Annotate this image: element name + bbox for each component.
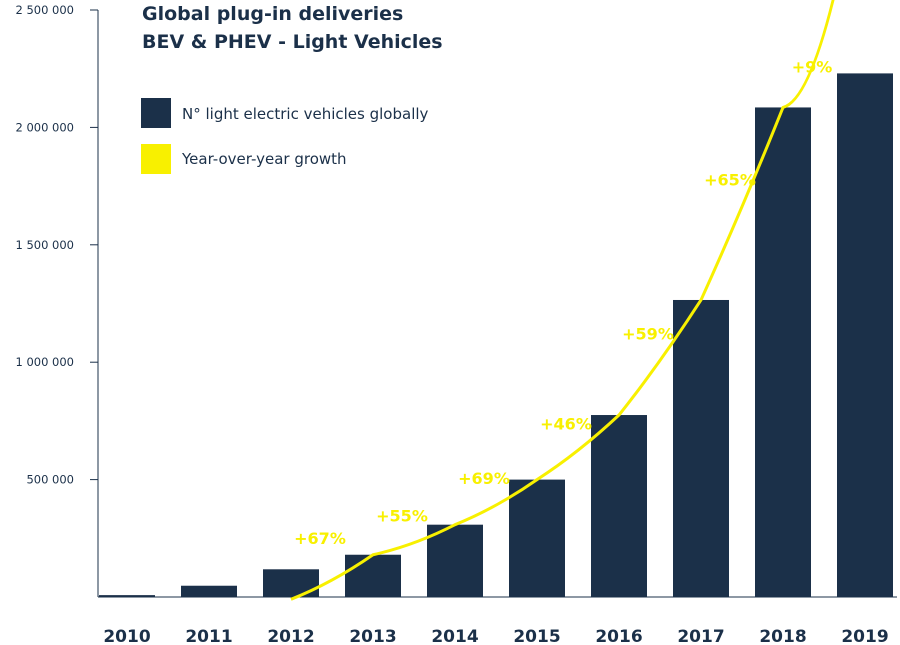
chart-subtitle: BEV & PHEV - Light Vehicles	[142, 31, 443, 53]
y-tick-label: 2 500 000	[15, 3, 74, 17]
legend: N° light electric vehicles globally Year…	[141, 98, 429, 174]
x-tick-label: 2010	[103, 627, 150, 645]
x-tick-label: 2014	[431, 627, 478, 645]
bar-2014	[427, 524, 483, 597]
chart-title: Global plug-in deliveries	[142, 3, 403, 25]
bars	[99, 73, 893, 597]
x-tick-label: 2019	[841, 627, 888, 645]
x-tick-label: 2011	[185, 627, 232, 645]
chart-title-block: Global plug-in deliveries BEV & PHEV - L…	[142, 3, 443, 53]
bar-2010	[99, 595, 155, 597]
growth-label: +67%	[294, 529, 346, 548]
x-tick-label: 2018	[759, 627, 806, 645]
y-tick-label: 500 000	[26, 473, 74, 487]
legend-label-growth: Year-over-year growth	[181, 150, 347, 168]
x-tick-label: 2016	[595, 627, 642, 645]
x-tick-label: 2013	[349, 627, 396, 645]
bar-2019	[837, 73, 893, 597]
growth-label: +46%	[540, 414, 592, 433]
x-tick-labels: 2010 2011 2012 2013 2014 2015 2016 2017 2018 2019	[103, 627, 888, 645]
x-tick-label: 2017	[677, 627, 724, 645]
bar-2011	[181, 585, 237, 597]
x-tick-label: 2012	[267, 627, 314, 645]
bar-2013	[345, 554, 401, 597]
growth-label: +9%	[792, 57, 833, 76]
growth-label: +69%	[458, 469, 510, 488]
growth-line	[290, 0, 835, 601]
y-tick-label: 2 000 000	[15, 120, 74, 134]
legend-label-vehicles: N° light electric vehicles globally	[182, 105, 429, 123]
bar-2012	[263, 569, 319, 597]
bar-2016	[591, 415, 647, 597]
legend-swatch-growth	[141, 144, 171, 174]
y-axis: 2 500 000 2 000 000 1 500 000 1 000 000 500 …	[15, 3, 99, 597]
x-tick-label: 2015	[513, 627, 560, 645]
growth-labels: +67% +55% +69% +46% +59% +65% +9%	[294, 57, 832, 548]
growth-label: +55%	[376, 507, 428, 526]
legend-swatch-vehicles	[141, 98, 171, 128]
bar-2015	[509, 479, 565, 597]
y-tick-label: 1 500 000	[15, 238, 74, 252]
y-tick-label: 1 000 000	[15, 355, 74, 369]
growth-label: +65%	[704, 171, 756, 190]
bar-2017	[673, 299, 729, 597]
bar-2018	[755, 107, 811, 597]
growth-label: +59%	[622, 325, 674, 344]
